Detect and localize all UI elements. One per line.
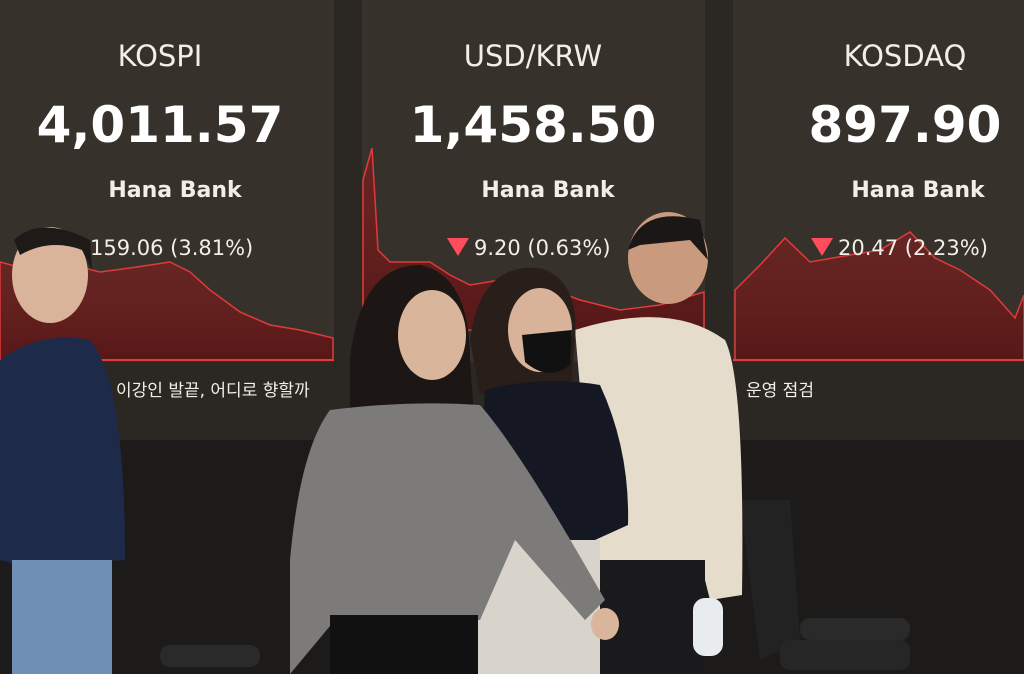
ticker-text: 이강인 발끝, 어디로 향할까: [116, 381, 310, 401]
index-value: 897.90: [809, 96, 1002, 154]
mask: [522, 330, 572, 373]
sweater: [0, 337, 125, 565]
head: [12, 227, 88, 323]
chair-back: [740, 500, 800, 660]
person: [290, 265, 619, 674]
chair-arm: [800, 618, 910, 640]
index-name: KOSDAQ: [844, 39, 967, 73]
chair: [740, 500, 910, 670]
person: [575, 212, 743, 674]
jeans: [12, 560, 112, 674]
chair-seat: [780, 640, 910, 670]
head: [398, 290, 466, 380]
hand: [591, 608, 619, 640]
index-change: 9.20 (0.63%): [474, 236, 611, 260]
cardigan: [290, 403, 605, 674]
ticker-text: 운영 점검: [746, 381, 814, 401]
trousers: [330, 615, 478, 674]
mini-chart: [734, 231, 1024, 361]
index-name: KOSPI: [118, 39, 203, 73]
index-value: 4,011.57: [37, 96, 284, 154]
index-value: 1,458.50: [410, 96, 657, 154]
hair: [628, 216, 708, 260]
down-arrow: [811, 238, 833, 256]
index-change: 159.06 (3.81%): [90, 236, 253, 260]
index-name: USD/KRW: [464, 39, 602, 73]
cup: [693, 598, 723, 656]
brand: Hana Bank: [481, 178, 616, 203]
hair: [14, 227, 92, 270]
person: [0, 227, 125, 674]
brand: Hana Bank: [108, 178, 243, 203]
brand: Hana Bank: [851, 178, 986, 203]
chair-arm: [160, 645, 260, 667]
index-change: 20.47 (2.23%): [838, 236, 988, 260]
down-arrow: [447, 238, 469, 256]
